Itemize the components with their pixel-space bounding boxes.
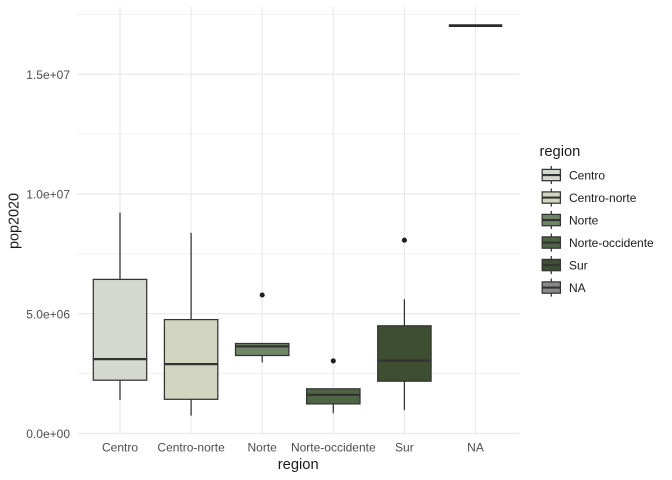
svg-text:region: region [540, 144, 581, 160]
svg-text:Norte: Norte [248, 441, 278, 455]
svg-text:Norte: Norte [569, 213, 599, 227]
svg-text:Sur: Sur [569, 258, 588, 272]
svg-text:0.0e+00: 0.0e+00 [26, 427, 70, 441]
svg-text:Centro-norte: Centro-norte [569, 191, 637, 205]
svg-text:1.5e+07: 1.5e+07 [26, 68, 70, 82]
svg-text:region: region [278, 457, 319, 473]
svg-text:Centro: Centro [569, 168, 605, 182]
svg-text:Centro-norte: Centro-norte [157, 441, 225, 455]
svg-text:Norte-occidente: Norte-occidente [291, 441, 376, 455]
svg-text:Norte-occidente: Norte-occidente [569, 236, 654, 250]
svg-text:pop2020: pop2020 [6, 193, 22, 249]
svg-text:NA: NA [569, 281, 586, 295]
svg-text:5.0e+06: 5.0e+06 [26, 308, 70, 322]
svg-text:Centro: Centro [102, 441, 138, 455]
svg-text:1.0e+07: 1.0e+07 [26, 188, 70, 202]
svg-text:Sur: Sur [395, 441, 414, 455]
svg-text:NA: NA [467, 441, 484, 455]
